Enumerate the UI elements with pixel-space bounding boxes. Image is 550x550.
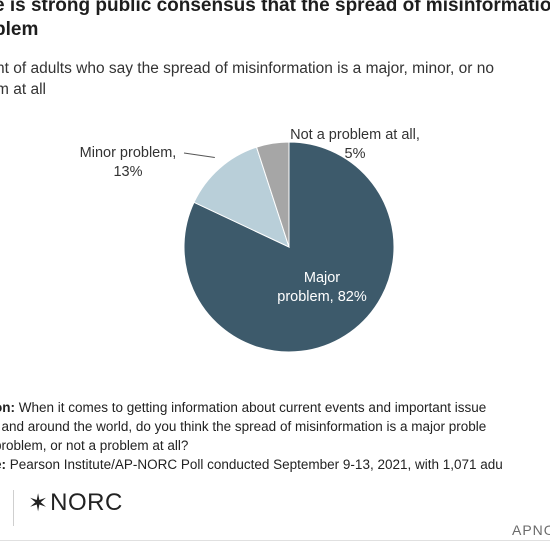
footer-rule — [0, 540, 550, 541]
question-note-line-3: problem, or not a problem at all? — [0, 438, 189, 453]
norc-logo-text: NORC — [50, 489, 123, 516]
data-label-not-a-problem-line-1: Not a problem at all, — [290, 127, 420, 143]
question-text: When it comes to getting information abo… — [15, 400, 487, 415]
chart-title-line-2: blem — [0, 19, 39, 40]
chart-notes: on: When it comes to getting information… — [0, 398, 550, 474]
footer-divider — [13, 490, 14, 526]
question-note-line-2: . and around the world, do you think the… — [0, 419, 487, 434]
chart-subtitle: nt of adults who say the spread of misin… — [0, 58, 550, 100]
pie-slice-not-a-problem — [255, 141, 290, 248]
data-label-major-problem-line-2: problem, 82% — [277, 289, 367, 305]
norc-logo: ✶ NORC — [28, 488, 123, 518]
leader-line-minor-problem — [183, 152, 215, 158]
source-text: Pearson Institute/AP-NORC Poll conducted… — [6, 457, 503, 472]
question-note-line-1: on: When it comes to getting information… — [0, 398, 550, 417]
chart-title-line-1: e is strong public consensus that the sp… — [0, 0, 550, 16]
data-label-minor-problem-line-2: 13% — [113, 164, 142, 180]
data-label-minor-problem: Minor problem, 13% — [80, 145, 177, 180]
question-label: on: — [0, 400, 15, 415]
data-label-not-a-problem: Not a problem at all, 5% — [290, 127, 420, 162]
chart-subtitle-line-1: nt of adults who say the spread of misin… — [0, 60, 494, 77]
data-label-major-problem: Major problem, 82% — [277, 270, 367, 305]
chart-title: e is strong public consensus that the sp… — [0, 0, 550, 42]
chart-subtitle-line-2: m at all — [0, 81, 46, 98]
source-label: e: — [0, 457, 7, 472]
pie-chart: Major problem, 82% Minor problem, 13% Not a … — [80, 127, 420, 353]
data-label-not-a-problem-line-2: 5% — [345, 146, 366, 162]
pie-slice-minor-problem — [193, 146, 290, 248]
source-note: e: Pearson Institute/AP-NORC Poll conduc… — [0, 455, 550, 474]
data-label-minor-problem-line-1: Minor problem, — [80, 145, 177, 161]
data-label-major-problem-line-1: Major — [304, 270, 340, 286]
norc-star-icon: ✶ — [28, 489, 49, 517]
apnorc-tag: APNO — [512, 522, 550, 538]
